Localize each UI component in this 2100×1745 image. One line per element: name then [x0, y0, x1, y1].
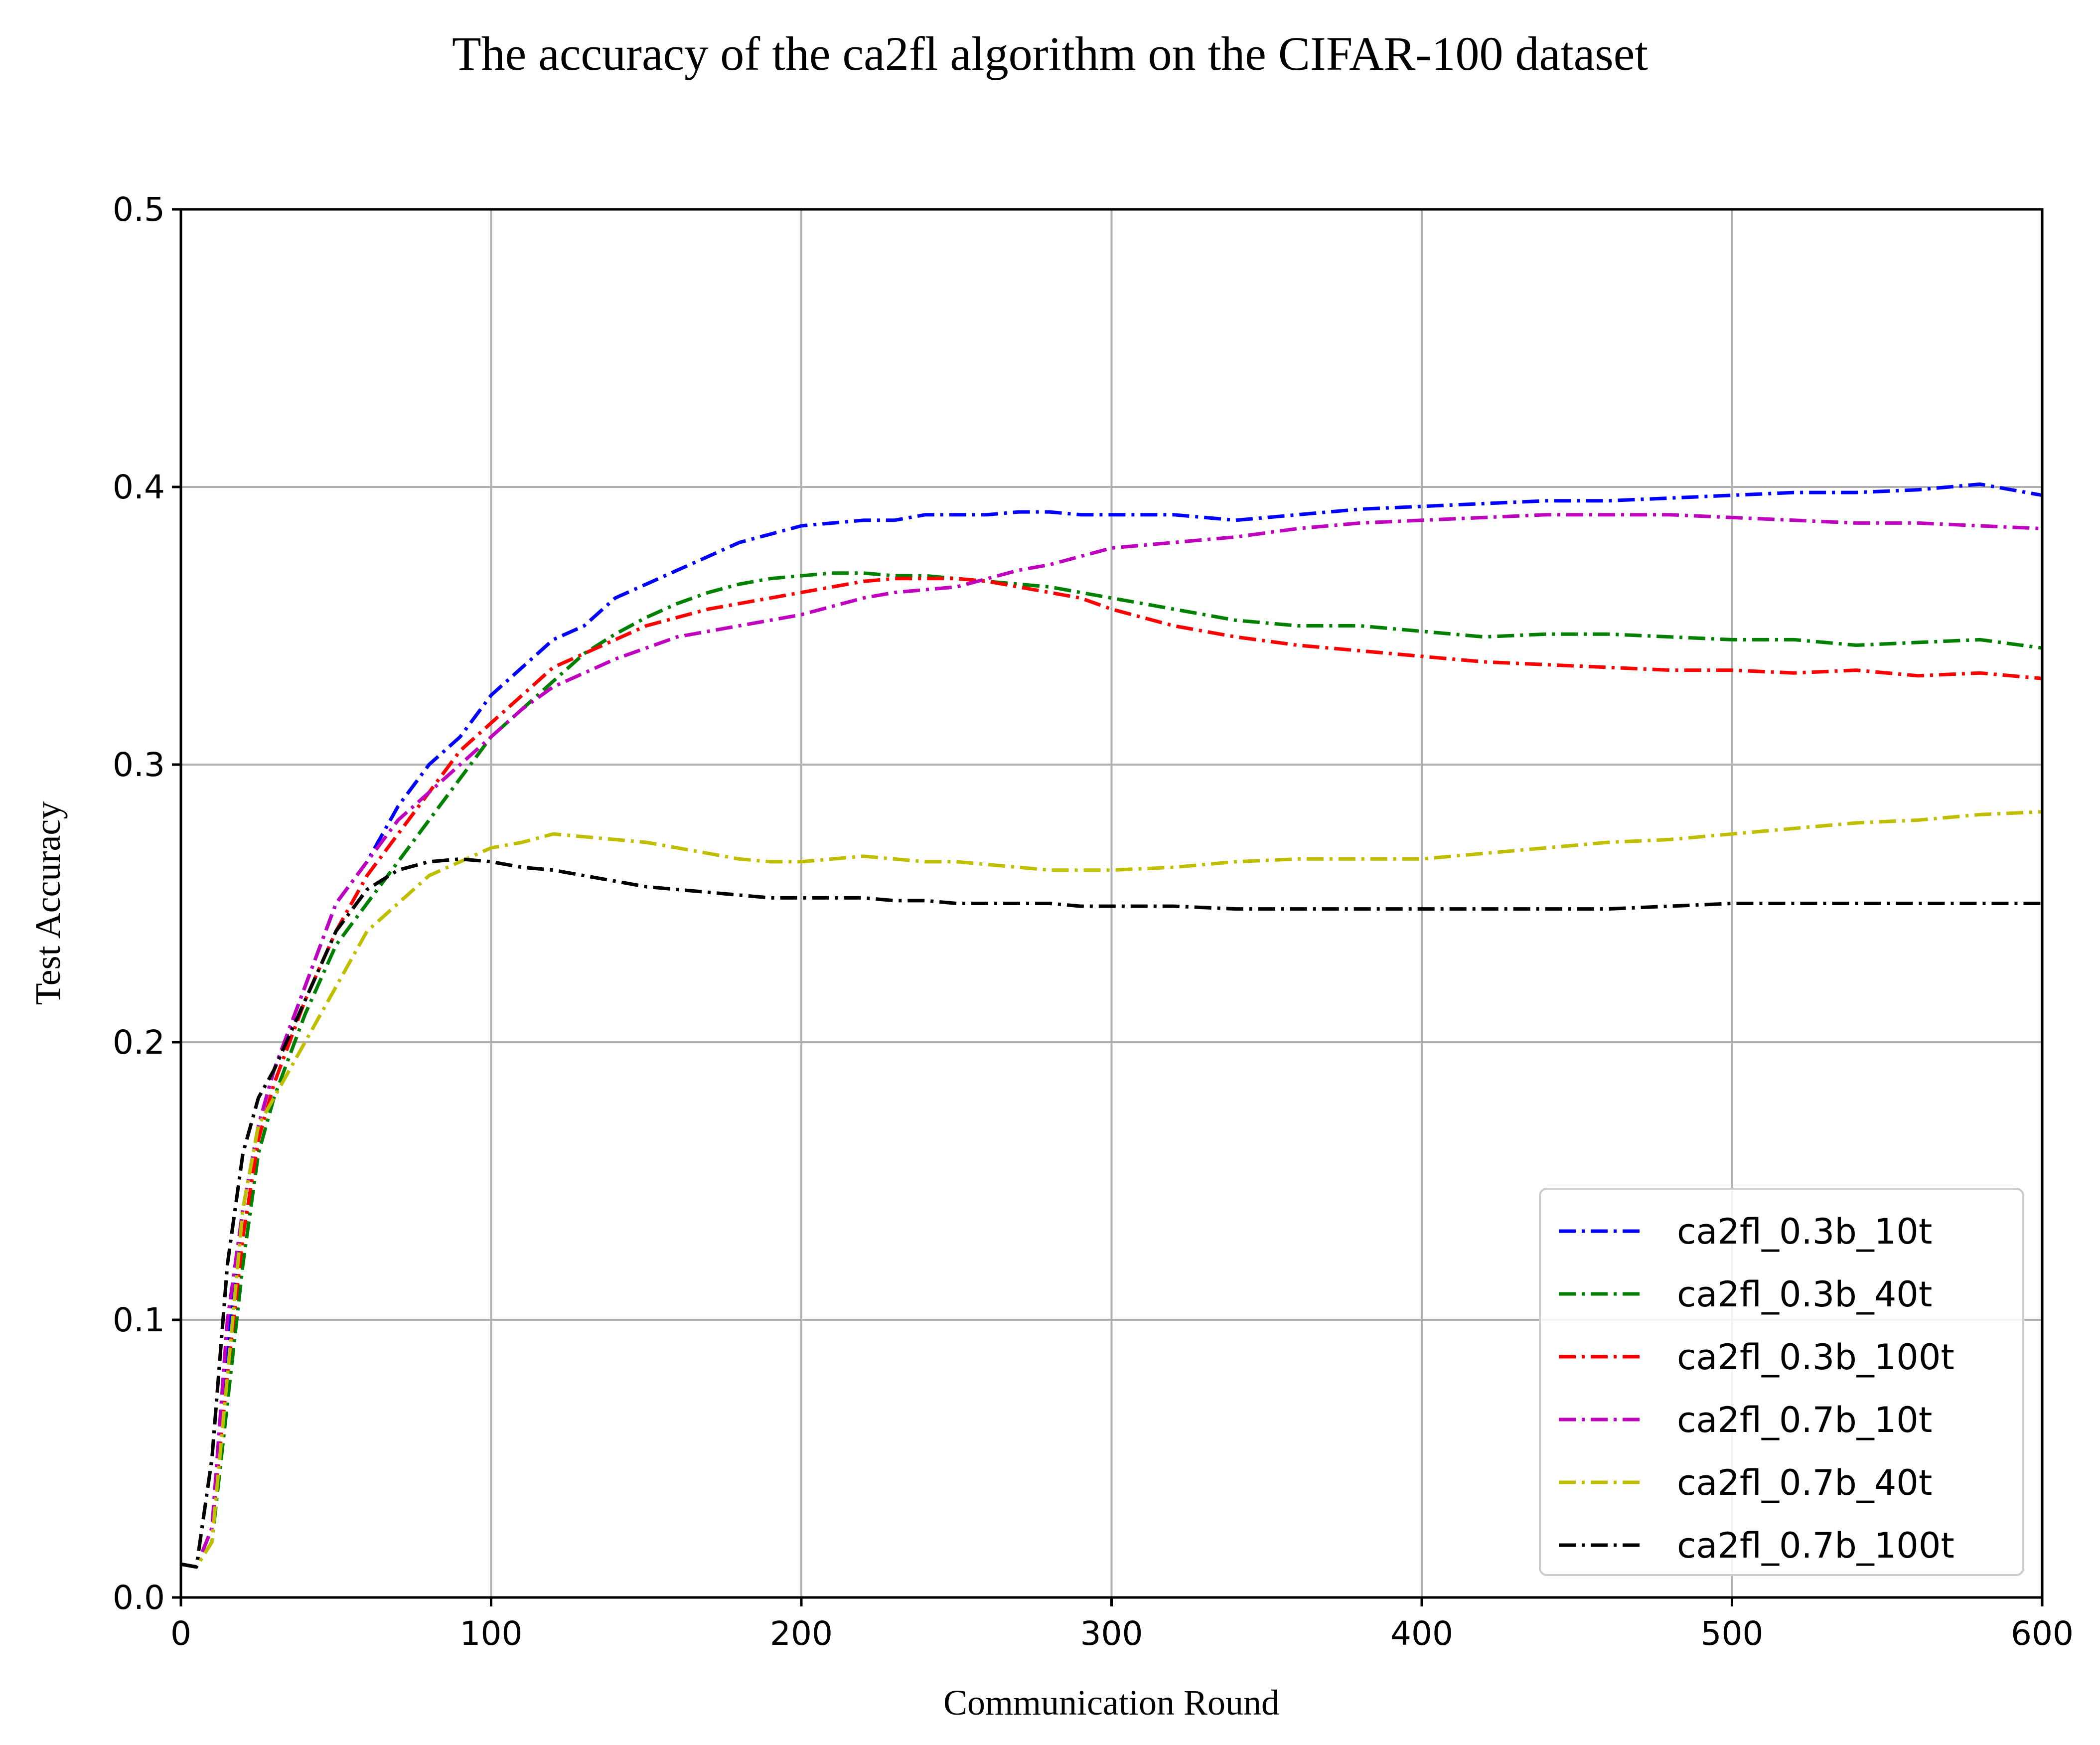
- y-tick-label: 0.2: [113, 1023, 165, 1062]
- tick-layer: 0 100 200 300 400 500 600 0.0 0.1 0.2 0.3 0.4 0.5: [113, 190, 2074, 1653]
- series-layer: [180, 482, 2043, 1569]
- chart-title: The accuracy of the ca2fl algorithm on t…: [452, 27, 1648, 80]
- x-tick-label: 400: [1390, 1614, 1453, 1653]
- x-tick-label: 200: [770, 1614, 833, 1653]
- series-line-ca2fl_0.7b_100t: [180, 857, 2042, 1569]
- x-axis-label: Communication Round: [943, 1683, 1279, 1723]
- legend-label: ca2fl_0.3b_10t: [1677, 1211, 1932, 1252]
- series-line-ca2fl_0.7b_10t: [180, 513, 2043, 1569]
- legend: ca2fl_0.3b_10t ca2fl_0.3b_40t ca2fl_0.3b_1…: [1539, 1188, 2024, 1576]
- x-tick-label: 300: [1080, 1614, 1143, 1653]
- legend-label: ca2fl_0.3b_40t: [1677, 1274, 1932, 1315]
- series-line-ca2fl_0.3b_40t: [180, 571, 2043, 1569]
- legend-label: ca2fl_0.7b_10t: [1677, 1400, 1932, 1440]
- legend-label: ca2fl_0.3b_100t: [1677, 1337, 1954, 1378]
- x-tick-label: 500: [1701, 1614, 1764, 1653]
- y-tick-label: 0.1: [113, 1301, 165, 1339]
- legend-box: [1539, 1188, 2024, 1576]
- y-tick-label: 0.3: [113, 746, 165, 784]
- y-tick-label: 0.0: [113, 1579, 165, 1617]
- legend-label: ca2fl_0.7b_100t: [1677, 1525, 1954, 1566]
- series-line-ca2fl_0.7b_40t: [180, 810, 2043, 1569]
- y-tick-label: 0.4: [113, 468, 165, 506]
- y-axis-label: Test Accuracy: [28, 801, 68, 1005]
- x-tick-label: 0: [170, 1614, 191, 1653]
- x-tick-label: 600: [2011, 1614, 2074, 1653]
- series-line-ca2fl_0.3b_10t: [180, 482, 2043, 1569]
- y-tick-label: 0.5: [113, 190, 165, 229]
- legend-label: ca2fl_0.7b_40t: [1677, 1462, 1932, 1503]
- legend-items: ca2fl_0.3b_10t ca2fl_0.3b_40t ca2fl_0.3b_1…: [1559, 1211, 1954, 1566]
- x-tick-label: 100: [460, 1614, 523, 1653]
